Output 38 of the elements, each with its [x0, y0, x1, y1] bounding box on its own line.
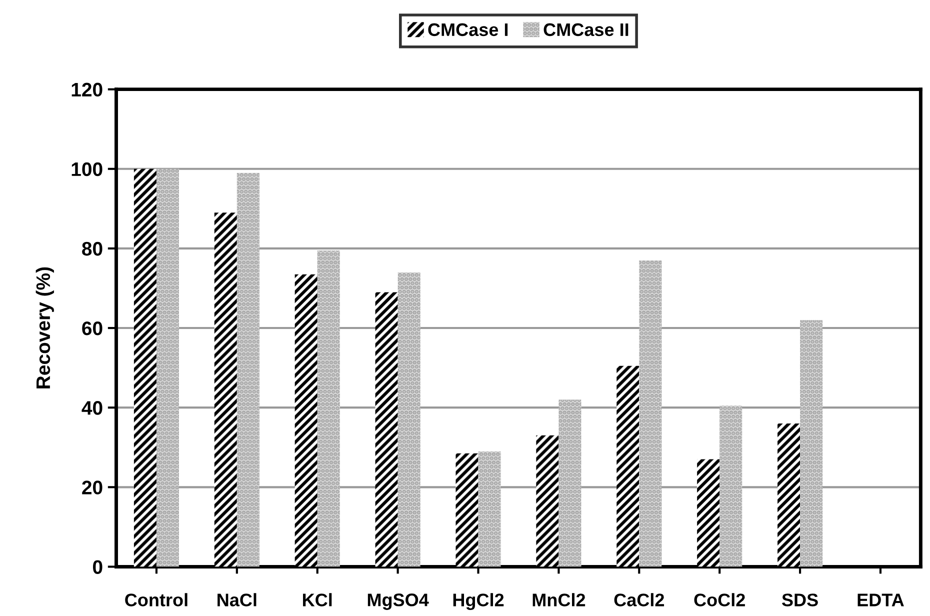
bar [616, 366, 640, 567]
bar [720, 406, 742, 567]
x-tick-label: MnCl2 [532, 593, 586, 606]
y-tick-label: 80 [82, 242, 102, 256]
legend-label: CMCase II [544, 23, 628, 36]
x-tick-label: Control [125, 593, 188, 606]
bar [558, 400, 582, 567]
bar [294, 274, 318, 567]
x-tick-label: KCl [303, 593, 332, 606]
x-tick-label: MgSO4 [368, 594, 429, 610]
y-tick-label: 0 [93, 560, 102, 574]
y-tick-label: 40 [82, 401, 102, 415]
x-tick-label: CoCl2 [694, 593, 745, 606]
y-tick-label: 120 [72, 82, 102, 97]
x-tick-label: NaCl [218, 593, 256, 606]
y-tick-label: 100 [72, 162, 102, 176]
bar [456, 453, 478, 567]
x-tick-label: HgCl2 [453, 593, 504, 610]
x-tick-label: SDS [782, 594, 818, 606]
bar [778, 424, 800, 567]
bar [236, 172, 260, 567]
bar [639, 260, 662, 567]
bar [134, 168, 156, 567]
legend-label: CMCase I [428, 23, 508, 36]
y-tick-label: 20 [82, 480, 102, 494]
bar [156, 168, 179, 567]
bar [697, 459, 720, 567]
bar [536, 435, 559, 567]
bar [478, 451, 501, 567]
x-tick-label: EDTA [858, 594, 904, 606]
y-tick-label: 60 [82, 321, 102, 336]
bar [214, 212, 237, 567]
bar [398, 272, 420, 567]
bar [800, 320, 823, 567]
bar [317, 250, 340, 567]
y-axis-title: Recovery (%) [36, 267, 54, 388]
bar [375, 292, 398, 567]
x-tick-label: CaCl2 [614, 593, 664, 606]
